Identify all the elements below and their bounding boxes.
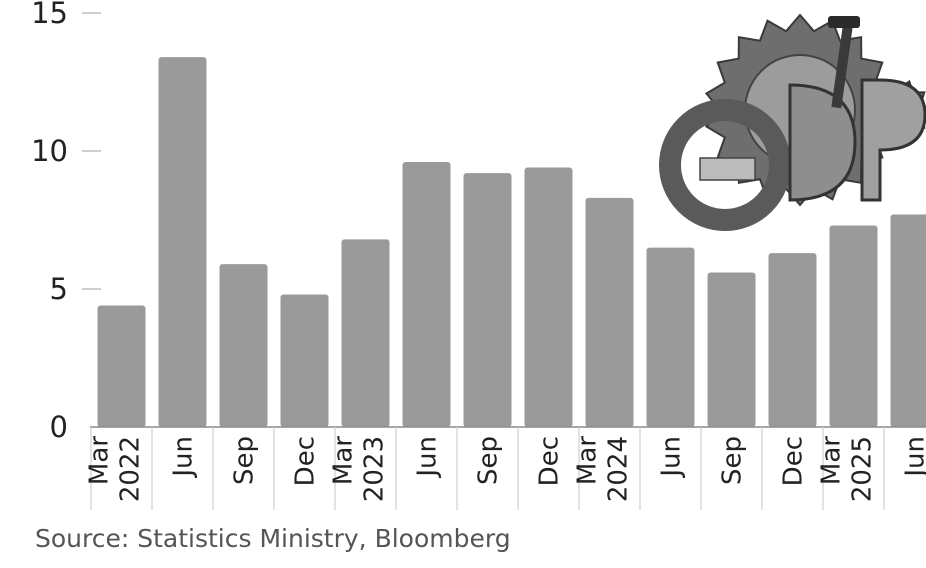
- bar: [829, 225, 878, 427]
- x-tick-label: Dec: [779, 436, 809, 486]
- x-tick-label: Jun: [657, 436, 687, 479]
- letter-g-shape: [659, 99, 791, 231]
- y-tick-label: 15: [31, 0, 68, 30]
- x-tick-label: Jun: [413, 436, 443, 479]
- gdp-gears-illustration: [659, 13, 926, 231]
- x-tick-year: 2024: [604, 436, 634, 502]
- bar: [219, 264, 268, 427]
- bar: [97, 305, 146, 427]
- x-tick-label: Mar: [85, 436, 115, 485]
- bar: [341, 239, 390, 427]
- x-tick-year: 2023: [360, 436, 390, 502]
- bar: [585, 197, 634, 427]
- source-note: Source: Statistics Ministry, Bloomberg: [35, 524, 511, 553]
- bar: [890, 214, 926, 427]
- x-tick-label: Sep: [474, 436, 504, 485]
- bar: [280, 294, 329, 427]
- bar: [646, 247, 695, 427]
- x-tick-label: Sep: [230, 436, 260, 485]
- bar: [524, 167, 573, 427]
- bar: [402, 162, 451, 428]
- x-tick-label: Mar: [329, 436, 359, 485]
- x-tick-label: Mar: [573, 436, 603, 485]
- wrench-head: [828, 16, 860, 28]
- bars: [97, 57, 926, 428]
- y-tick-label: 0: [50, 410, 68, 444]
- bar: [707, 272, 756, 427]
- x-tick-year: 2022: [116, 436, 146, 502]
- letter-p-shape: [860, 78, 926, 202]
- letter-g-bar: [699, 157, 756, 181]
- x-axis: Mar 2022 Jun Sep Dec Mar 2023 Jun Sep Dec Mar 2024 J…: [85, 426, 926, 510]
- x-tick-label: Dec: [535, 436, 565, 486]
- bar: [158, 57, 207, 427]
- y-tick-label: 10: [31, 134, 68, 168]
- x-tick-label: Dec: [291, 436, 321, 486]
- y-tick-label: 5: [50, 272, 68, 306]
- x-tick-label: Sep: [718, 436, 748, 485]
- x-tick-year: 2025: [848, 436, 878, 502]
- x-tick-label: Jun: [169, 436, 199, 479]
- bar: [463, 173, 512, 427]
- letter-d-shape: [788, 83, 857, 202]
- x-tick-label: Mar: [817, 436, 847, 485]
- x-tick-label: Jun: [901, 436, 926, 479]
- y-axis: 0 5 10 15: [31, 0, 101, 444]
- bar: [768, 253, 817, 427]
- wrench-icon: [831, 17, 854, 109]
